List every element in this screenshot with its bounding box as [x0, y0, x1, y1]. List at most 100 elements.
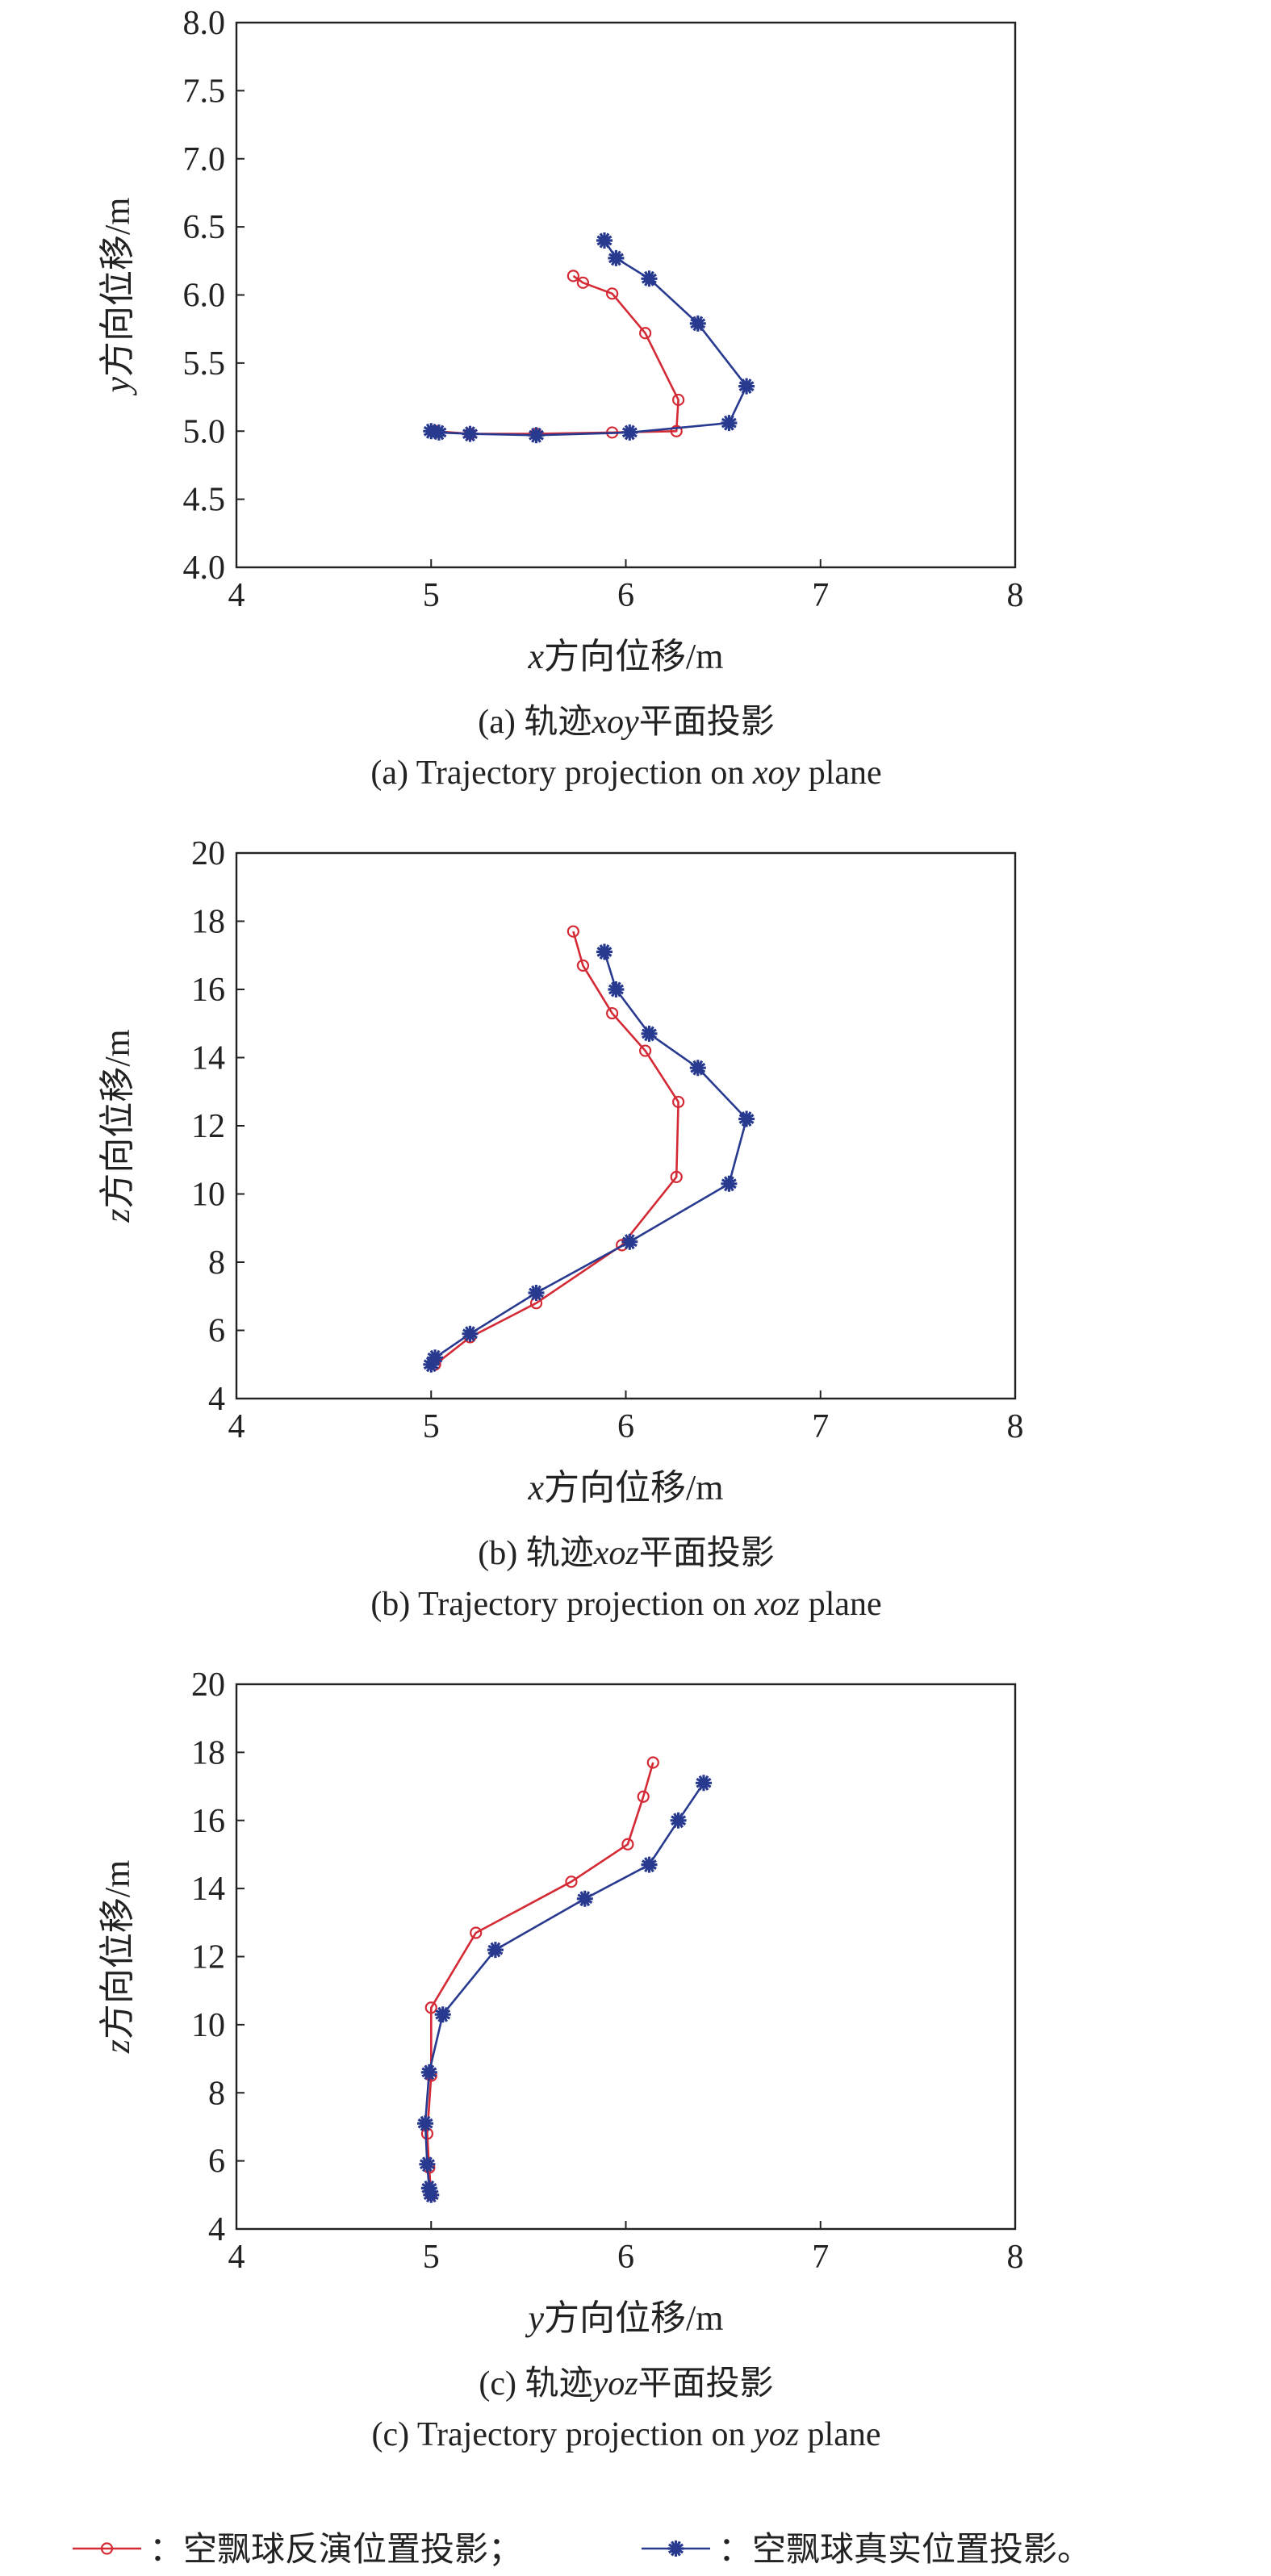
true-point — [689, 315, 706, 332]
true-point — [427, 1349, 444, 1366]
chart-panel-c: 4 5 6 7 8 4 6 8 10 12 14 16 18 20 y方向位移/m z方向位移/m (c) 轨迹… — [98, 1666, 1024, 2453]
true-point — [487, 1942, 504, 1959]
true-series-line — [424, 1782, 705, 2196]
y-tick-label: 7.0 — [183, 141, 226, 178]
inversion-point — [567, 925, 579, 938]
inversion-point — [670, 1170, 683, 1183]
true-point — [641, 1856, 658, 1873]
true-point — [689, 1060, 706, 1077]
legend-label: ：空飘球反演位置投影； — [149, 2531, 522, 2569]
true-point — [596, 943, 613, 960]
inversion-series-line — [435, 274, 679, 435]
chart-panel-b: 4 5 6 7 8 4 6 8 10 12 14 16 18 20 x方向位移/m z方向位移/m (b) 轨迹… — [98, 835, 1024, 1623]
true-series-line — [430, 951, 748, 1365]
x-tick-label: 5 — [423, 577, 440, 614]
x-axis-label: x方向位移/m — [528, 637, 724, 676]
true-point — [641, 1025, 658, 1042]
y-tick-label: 4.0 — [183, 550, 226, 587]
true-point — [423, 423, 440, 440]
true-point — [608, 249, 625, 266]
x-tick-label: 7 — [812, 1408, 829, 1445]
inversion-point — [672, 393, 685, 407]
true-point — [419, 2156, 436, 2172]
inversion-point — [639, 327, 652, 340]
inversion-point — [639, 1044, 652, 1057]
y-tick-label: 5.0 — [183, 413, 226, 450]
inversion-series-line — [434, 930, 679, 1365]
y-tick-label: 20 — [191, 835, 225, 872]
y-tick-label: 10 — [191, 1177, 225, 1214]
true-point — [721, 1175, 738, 1192]
y-tick-label: 14 — [191, 1871, 225, 1908]
y-tick-label: 4 — [208, 1381, 225, 1418]
inversion-point — [565, 1876, 578, 1888]
plot-frame — [235, 851, 1017, 1400]
inversion-point — [670, 424, 683, 437]
inversion-point — [470, 1926, 483, 1939]
true-point — [434, 2006, 451, 2023]
inversion-series-line — [426, 1762, 654, 2195]
true-point — [462, 1325, 479, 1342]
true-point — [721, 415, 738, 432]
chart-panel-a: 4 5 6 7 8 4.0 4.5 5.0 5.5 6.0 6.5 7.0 7.5 8.0 x方向位移/m y… — [98, 5, 1024, 792]
y-tick-label: 7.5 — [183, 73, 226, 110]
true-point — [420, 2180, 437, 2197]
x-tick-label: 4 — [228, 577, 245, 614]
x-tick-label: 7 — [812, 577, 829, 614]
legend-swatch-marker — [667, 2540, 684, 2557]
plot-frame — [235, 1683, 1017, 2231]
y-axis-label: y方向位移/m — [98, 198, 137, 396]
caption-en: (b) Trajectory projection on xoz plane — [370, 1586, 881, 1623]
inversion-point — [637, 1790, 650, 1803]
y-tick-label: 6 — [208, 1313, 225, 1350]
true-point — [738, 378, 755, 395]
x-tick-label: 6 — [617, 577, 634, 614]
y-tick-label: 8.0 — [183, 5, 226, 42]
caption-cn: (a) 轨迹xoy平面投影 — [478, 704, 774, 741]
caption-cn: (c) 轨迹yoz平面投影 — [479, 2365, 773, 2402]
x-axis-label: x方向位移/m — [528, 1468, 724, 1508]
y-tick-label: 4 — [208, 2211, 225, 2248]
inversion-point — [646, 1756, 659, 1769]
true-point — [430, 424, 447, 441]
x-tick-label: 6 — [617, 1408, 634, 1445]
true-point — [528, 427, 545, 444]
caption-cn: (b) 轨迹xoz平面投影 — [478, 1535, 775, 1572]
true-point — [738, 1110, 755, 1127]
inversion-point — [424, 2001, 437, 2014]
y-tick-label: 16 — [191, 972, 225, 1009]
legend-label: ：空飘球真实位置投影。 — [718, 2531, 1091, 2569]
x-tick-label: 8 — [1007, 2239, 1024, 2276]
true-point — [596, 232, 613, 249]
true-point — [641, 270, 658, 287]
true-point — [608, 981, 625, 997]
true-point — [576, 1890, 593, 1907]
y-tick-label: 10 — [191, 2007, 225, 2044]
inversion-point — [576, 959, 590, 972]
x-tick-label: 8 — [1007, 577, 1024, 614]
y-tick-label: 8 — [208, 2075, 225, 2112]
true-point — [528, 1285, 545, 1301]
y-tick-label: 6 — [208, 2143, 225, 2181]
y-tick-label: 12 — [191, 1939, 225, 1976]
true-point — [696, 1775, 712, 1792]
y-tick-label: 12 — [191, 1108, 225, 1145]
inversion-point — [606, 1006, 619, 1020]
legend-item: ：空飘球真实位置投影。 — [642, 2531, 1091, 2569]
x-tick-label: 5 — [423, 1408, 440, 1445]
x-tick-label: 7 — [812, 2239, 829, 2276]
x-axis-label: y方向位移/m — [525, 2298, 724, 2338]
plot-frame — [235, 21, 1017, 569]
y-tick-label: 16 — [191, 1803, 225, 1840]
x-tick-label: 6 — [617, 2239, 634, 2276]
y-axis-label: z方向位移/m — [98, 1029, 137, 1223]
true-series-line — [431, 240, 748, 437]
legend-item: ：空飘球反演位置投影； — [73, 2531, 522, 2569]
true-point — [417, 2115, 433, 2132]
y-tick-label: 6.0 — [183, 278, 226, 315]
true-point — [621, 424, 638, 441]
inversion-point — [621, 1838, 634, 1850]
y-tick-label: 8 — [208, 1244, 225, 1282]
x-tick-label: 4 — [228, 1408, 245, 1445]
